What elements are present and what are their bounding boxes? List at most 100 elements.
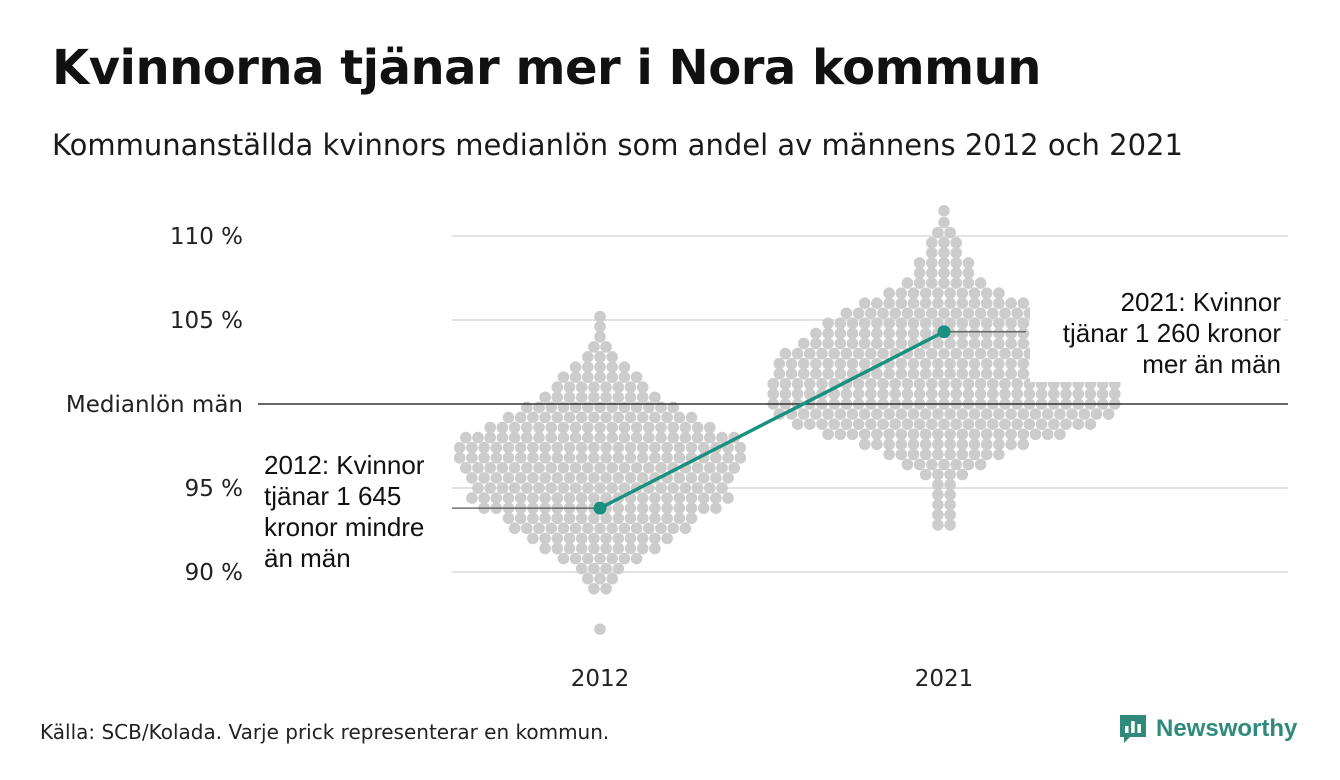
dot-2012: [588, 411, 600, 424]
dot-2012: [545, 431, 557, 444]
dot-2021: [840, 307, 853, 320]
dot-2012: [453, 451, 466, 464]
dot-2012: [618, 482, 631, 494]
dot-2012: [612, 441, 625, 454]
dot-2021: [926, 267, 938, 279]
dot-2021: [968, 438, 981, 451]
dot-2012: [490, 451, 503, 464]
dot-2012: [588, 583, 600, 595]
dot-2021: [895, 357, 908, 370]
dot-2012: [679, 421, 692, 434]
dot-2021: [950, 458, 962, 471]
dot-2012: [649, 512, 661, 525]
dot-2021: [968, 297, 981, 310]
dot-2021: [1035, 388, 1048, 400]
dot-2021: [950, 267, 962, 279]
dot-2012: [575, 451, 588, 464]
dot-2012: [606, 482, 618, 494]
dot-2012: [539, 492, 551, 504]
dot-2021: [804, 378, 816, 390]
dot-2012: [636, 381, 649, 394]
dot-2012: [685, 502, 698, 514]
dot-2021: [804, 418, 816, 430]
x-axis: 2012 2021: [571, 666, 974, 692]
dot-2021: [956, 317, 969, 330]
dot-2021: [1017, 408, 1030, 420]
dot-2012: [539, 532, 551, 545]
dot-2012: [484, 431, 497, 444]
dot-2021: [926, 388, 938, 400]
dot-2021: [901, 307, 914, 320]
dot-2012: [624, 542, 637, 555]
dot-2012: [545, 522, 557, 535]
dot-2021: [1011, 418, 1023, 430]
dot-2021: [980, 297, 993, 310]
dot-2012: [551, 542, 564, 555]
dot-2012: [594, 431, 606, 444]
dot-2012: [527, 472, 539, 484]
dot-2012: [673, 472, 686, 484]
dot-2021: [852, 418, 865, 430]
dot-2021: [968, 357, 981, 370]
dot-2021: [791, 418, 804, 430]
dot-2012: [710, 502, 722, 514]
dot-2012: [624, 502, 637, 514]
dot-2021: [810, 337, 822, 350]
dot-2021: [999, 307, 1011, 320]
dot-2021: [773, 367, 786, 380]
dot-2012: [710, 451, 722, 464]
dot-2021: [1005, 297, 1017, 310]
annotation-bg-2021: [1030, 286, 1284, 382]
dot-2021: [956, 438, 969, 451]
dot-2012: [533, 522, 545, 535]
dot-2021: [950, 347, 962, 360]
dot-2012: [502, 441, 515, 454]
dot-2021: [950, 236, 962, 249]
dot-2012: [600, 492, 612, 504]
dot-2021: [1041, 428, 1054, 441]
dot-2012: [636, 542, 649, 555]
dot-2021: [1011, 388, 1023, 400]
dot-2021: [950, 307, 962, 320]
dot-2012: [618, 361, 631, 373]
dot-2012: [594, 572, 606, 585]
dot-2021: [1011, 378, 1023, 390]
dot-2021: [919, 468, 932, 481]
dot-2012: [630, 522, 643, 535]
dot-2021: [828, 347, 840, 360]
dot-2021: [1017, 317, 1030, 330]
dot-2021: [907, 438, 920, 451]
dot-2012: [514, 512, 527, 525]
dot-2012: [649, 451, 661, 464]
dot-2021: [858, 428, 871, 441]
dot-2012: [655, 522, 667, 535]
dot-2012: [600, 411, 612, 424]
dot-2012: [588, 532, 600, 545]
dot-2012: [502, 492, 515, 504]
dot-2021: [846, 408, 859, 420]
dot-2021: [865, 378, 877, 390]
dot-2021: [1072, 418, 1084, 430]
dot-2021: [932, 438, 944, 451]
dot-2012: [466, 472, 478, 484]
dot-2021: [865, 418, 877, 430]
dot-2021: [944, 428, 956, 441]
dot-2021: [858, 408, 871, 420]
dot-2012: [490, 441, 503, 454]
newsworthy-logo-icon: [1120, 715, 1146, 743]
brand-logo[interactable]: Newsworthy: [1118, 713, 1297, 745]
dot-2012: [588, 381, 600, 394]
dot-2021: [932, 428, 944, 441]
x-tick-label: 2021: [915, 666, 974, 692]
dot-2012: [661, 451, 673, 464]
dot-2021: [932, 226, 944, 239]
dot-2012: [594, 320, 606, 333]
dot-2021: [987, 388, 999, 400]
dot-2012: [496, 482, 509, 494]
dot-2021: [932, 448, 944, 461]
dot-2012: [618, 371, 631, 383]
dot-2012: [551, 441, 564, 454]
dot-2021: [956, 448, 969, 461]
dot-2021: [932, 488, 944, 501]
dot-2021: [822, 367, 834, 380]
